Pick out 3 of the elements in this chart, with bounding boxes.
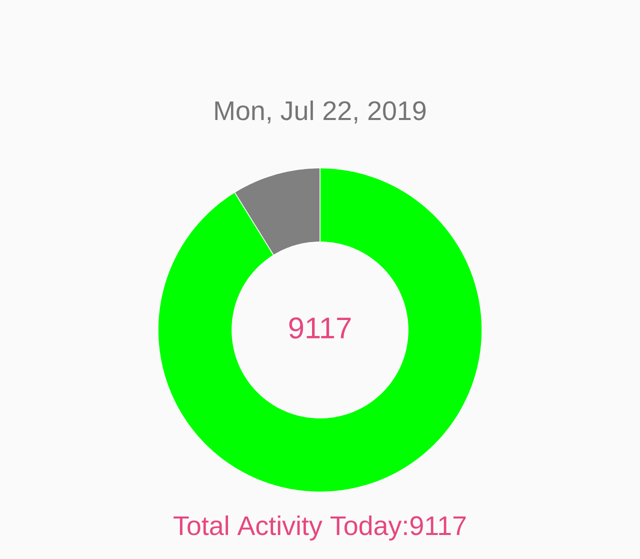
- text: 9117: [289, 317, 351, 339]
- chart-title: Mon, Jul 22, 2019: [215, 100, 426, 124]
- text: Total Activity Today:9117: [174, 515, 466, 541]
